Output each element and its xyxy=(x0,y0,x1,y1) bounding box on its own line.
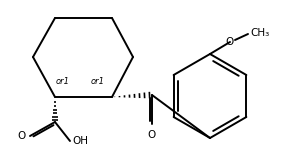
Text: or1: or1 xyxy=(91,78,105,86)
Text: or1: or1 xyxy=(56,78,70,86)
Text: O: O xyxy=(148,130,156,140)
Text: O: O xyxy=(18,131,26,141)
Text: OH: OH xyxy=(72,136,88,146)
Text: O: O xyxy=(226,37,234,47)
Text: CH₃: CH₃ xyxy=(250,28,269,38)
